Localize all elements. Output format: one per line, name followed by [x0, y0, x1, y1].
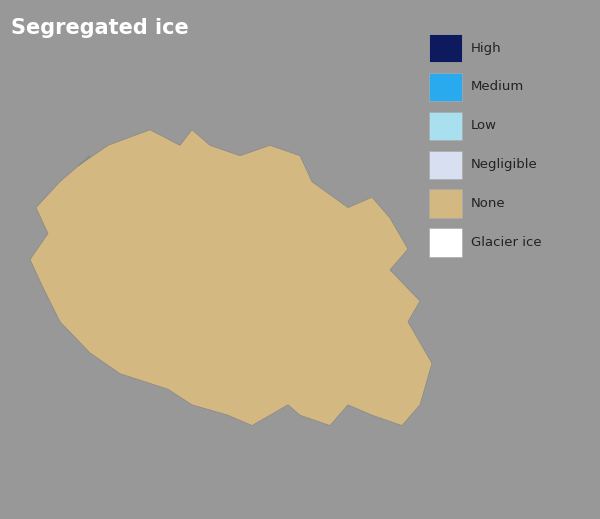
Polygon shape [30, 130, 432, 426]
Text: High: High [471, 42, 502, 54]
FancyBboxPatch shape [429, 228, 462, 257]
FancyBboxPatch shape [429, 189, 462, 218]
Text: None: None [471, 197, 506, 210]
Text: Medium: Medium [471, 80, 524, 93]
FancyBboxPatch shape [429, 73, 462, 101]
FancyBboxPatch shape [429, 34, 462, 62]
Text: Low: Low [471, 119, 497, 132]
FancyBboxPatch shape [429, 112, 462, 140]
Text: Glacier ice: Glacier ice [471, 236, 542, 249]
Text: Segregated ice: Segregated ice [11, 18, 188, 38]
Text: Negligible: Negligible [471, 158, 538, 171]
FancyBboxPatch shape [429, 151, 462, 179]
